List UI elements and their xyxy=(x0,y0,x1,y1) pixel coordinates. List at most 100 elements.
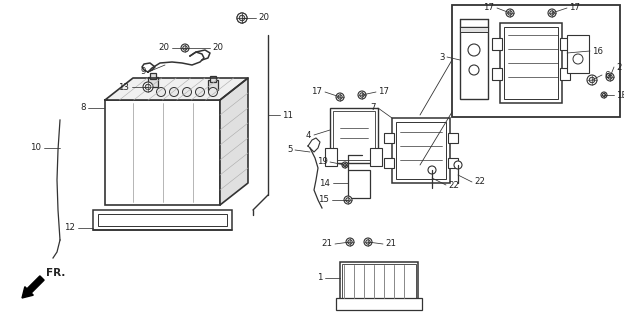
Circle shape xyxy=(343,163,347,167)
Bar xyxy=(208,80,218,90)
Circle shape xyxy=(348,240,352,244)
Bar xyxy=(210,76,216,82)
Bar xyxy=(342,264,416,302)
Bar xyxy=(460,27,488,32)
Circle shape xyxy=(182,87,192,97)
Text: 17: 17 xyxy=(484,4,494,12)
Text: 22: 22 xyxy=(474,178,485,187)
Circle shape xyxy=(589,77,595,83)
Circle shape xyxy=(157,87,165,97)
Circle shape xyxy=(428,166,436,174)
Circle shape xyxy=(608,75,612,79)
Text: 4: 4 xyxy=(306,131,311,140)
Bar xyxy=(340,262,418,304)
Circle shape xyxy=(342,162,348,168)
Bar xyxy=(348,170,370,198)
Circle shape xyxy=(181,44,189,52)
Circle shape xyxy=(143,82,153,92)
Circle shape xyxy=(587,75,597,85)
Text: 17: 17 xyxy=(311,87,323,97)
Circle shape xyxy=(508,11,512,15)
Bar xyxy=(93,210,232,230)
Text: 20: 20 xyxy=(158,44,170,52)
Bar xyxy=(370,148,382,166)
Circle shape xyxy=(550,11,554,15)
Bar xyxy=(105,100,220,205)
Bar xyxy=(150,73,156,79)
Text: 5: 5 xyxy=(287,146,293,155)
Bar xyxy=(384,133,394,143)
Text: 1B: 1B xyxy=(617,91,624,100)
Bar xyxy=(333,111,375,160)
Text: 7: 7 xyxy=(370,103,376,113)
Bar xyxy=(330,108,378,163)
Bar xyxy=(560,38,570,50)
Circle shape xyxy=(346,198,350,202)
Bar xyxy=(448,158,458,168)
Circle shape xyxy=(195,87,205,97)
Circle shape xyxy=(366,240,370,244)
Bar xyxy=(384,158,394,168)
Circle shape xyxy=(346,238,354,246)
Circle shape xyxy=(506,9,514,17)
Bar xyxy=(460,27,488,99)
Text: 21: 21 xyxy=(386,239,396,249)
Text: FR.: FR. xyxy=(46,268,66,278)
Text: 12: 12 xyxy=(64,223,76,233)
Circle shape xyxy=(170,87,178,97)
Text: 17: 17 xyxy=(570,4,580,12)
Bar xyxy=(500,23,562,103)
Bar xyxy=(560,68,570,80)
Text: 11: 11 xyxy=(283,110,293,119)
Circle shape xyxy=(454,161,462,169)
Text: 16: 16 xyxy=(593,46,603,55)
Circle shape xyxy=(602,93,606,97)
Text: 17: 17 xyxy=(379,87,389,97)
Bar xyxy=(567,35,589,73)
Text: 15: 15 xyxy=(318,196,329,204)
Text: 22: 22 xyxy=(449,180,459,189)
Circle shape xyxy=(469,65,479,75)
Text: 19: 19 xyxy=(316,157,328,166)
Bar xyxy=(492,38,502,50)
Circle shape xyxy=(145,84,151,90)
Circle shape xyxy=(239,15,245,21)
Text: 10: 10 xyxy=(31,143,42,153)
Circle shape xyxy=(358,91,366,99)
Bar xyxy=(325,148,337,166)
Bar xyxy=(336,298,422,310)
Bar xyxy=(392,118,450,183)
Circle shape xyxy=(208,87,218,97)
Circle shape xyxy=(601,92,607,98)
Circle shape xyxy=(344,196,352,204)
Bar xyxy=(396,122,446,179)
Circle shape xyxy=(468,44,480,56)
Circle shape xyxy=(239,15,245,21)
Bar xyxy=(452,5,620,117)
Text: 21: 21 xyxy=(321,239,333,249)
Text: 14: 14 xyxy=(319,179,331,188)
Circle shape xyxy=(237,13,247,23)
Circle shape xyxy=(548,9,556,17)
Text: 13: 13 xyxy=(119,83,130,92)
Bar xyxy=(492,68,502,80)
Circle shape xyxy=(606,73,614,81)
Bar xyxy=(448,133,458,143)
Polygon shape xyxy=(220,78,248,205)
Text: 20: 20 xyxy=(258,13,270,22)
Circle shape xyxy=(237,13,247,23)
Circle shape xyxy=(364,238,372,246)
Circle shape xyxy=(336,93,344,101)
Circle shape xyxy=(360,93,364,97)
Text: 3: 3 xyxy=(439,52,444,61)
Text: 6: 6 xyxy=(605,70,610,79)
Text: 1: 1 xyxy=(317,274,323,283)
Text: 9: 9 xyxy=(140,68,145,76)
Bar xyxy=(98,214,227,226)
Text: 20: 20 xyxy=(213,44,223,52)
Circle shape xyxy=(573,54,583,64)
Bar xyxy=(148,77,158,87)
Bar xyxy=(504,27,558,99)
Circle shape xyxy=(338,95,342,99)
Circle shape xyxy=(183,46,187,50)
